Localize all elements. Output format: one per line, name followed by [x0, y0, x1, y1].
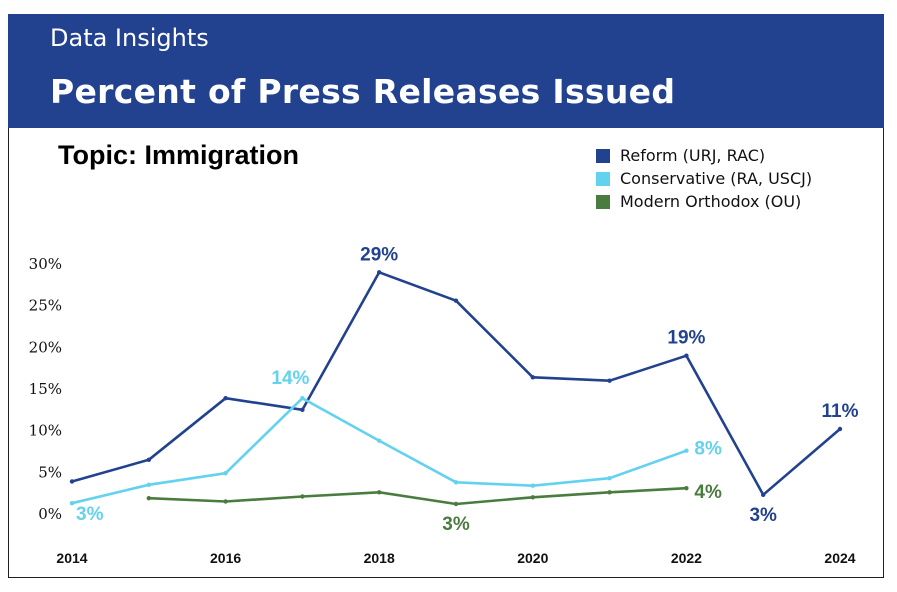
data-point — [684, 448, 689, 453]
x-tick-label: 2024 — [824, 550, 855, 566]
data-point — [453, 298, 459, 303]
data-label: 3% — [76, 504, 104, 525]
legend-label-reform: Reform (URJ, RAC) — [620, 146, 766, 165]
data-label: 8% — [694, 439, 722, 460]
x-tick-label: 2016 — [210, 550, 241, 566]
y-tick-label: 10% — [29, 422, 62, 440]
legend-swatch-modern-orthodox — [596, 194, 610, 209]
legend-item-conservative: Conservative (RA, USCJ) — [596, 167, 812, 190]
chart-legend: Reform (URJ, RAC) Conservative (RA, USCJ… — [596, 144, 812, 213]
data-label: 14% — [271, 368, 309, 389]
y-tick-label: 30% — [29, 255, 62, 273]
data-label: 3% — [749, 505, 777, 526]
data-point — [837, 426, 843, 432]
data-point — [530, 495, 535, 500]
y-tick-label: 0% — [38, 505, 62, 523]
data-point — [223, 499, 228, 504]
data-point — [377, 270, 382, 275]
data-point — [377, 438, 382, 443]
chart-title: Topic: Immigration — [58, 140, 299, 170]
data-point — [146, 457, 151, 463]
x-tick-label: 2018 — [364, 550, 395, 566]
header-banner: Data Insights Percent of Press Releases … — [8, 14, 884, 128]
legend-swatch-reform — [596, 148, 610, 163]
data-point — [223, 395, 228, 401]
series-line-2 — [147, 486, 688, 506]
header-eyebrow: Data Insights — [50, 24, 209, 52]
series-line-1 — [70, 396, 688, 505]
page-title: Percent of Press Releases Issued — [50, 72, 676, 111]
data-point — [453, 501, 459, 507]
data-label: 29% — [360, 244, 398, 265]
data-label: 19% — [667, 328, 705, 349]
data-point — [607, 490, 612, 495]
data-label: 3% — [442, 514, 470, 535]
data-point — [300, 395, 305, 401]
data-point — [223, 470, 228, 476]
data-point — [146, 495, 151, 501]
legend-item-reform: Reform (URJ, RAC) — [596, 144, 812, 167]
y-tick-label: 20% — [29, 338, 62, 356]
legend-swatch-conservative — [596, 171, 610, 186]
data-point — [607, 378, 612, 383]
data-point — [377, 490, 382, 495]
y-tick-label: 25% — [29, 297, 62, 315]
data-point — [530, 483, 535, 488]
legend-item-modern-orthodox: Modern Orthodox (OU) — [596, 190, 812, 213]
x-tick-label: 2014 — [56, 550, 87, 566]
data-point — [453, 480, 459, 485]
y-tick-label: 5% — [38, 463, 62, 481]
data-point — [530, 375, 535, 380]
x-tick-label: 2020 — [517, 550, 548, 566]
series-line-0 — [70, 270, 842, 497]
legend-label-conservative: Conservative (RA, USCJ) — [620, 169, 813, 188]
data-point — [300, 494, 305, 499]
data-point — [684, 353, 689, 358]
data-point — [69, 500, 75, 506]
legend-label-modern-orthodox: Modern Orthodox (OU) — [620, 192, 802, 211]
data-point — [684, 485, 689, 491]
data-label: 11% — [822, 401, 859, 422]
x-tick-label: 2022 — [671, 550, 702, 566]
data-point — [300, 407, 305, 413]
data-point — [69, 479, 75, 484]
data-point — [761, 492, 766, 498]
data-point — [146, 482, 151, 488]
y-tick-label: 15% — [29, 380, 62, 398]
data-point — [607, 475, 612, 481]
data-label: 4% — [694, 482, 722, 503]
